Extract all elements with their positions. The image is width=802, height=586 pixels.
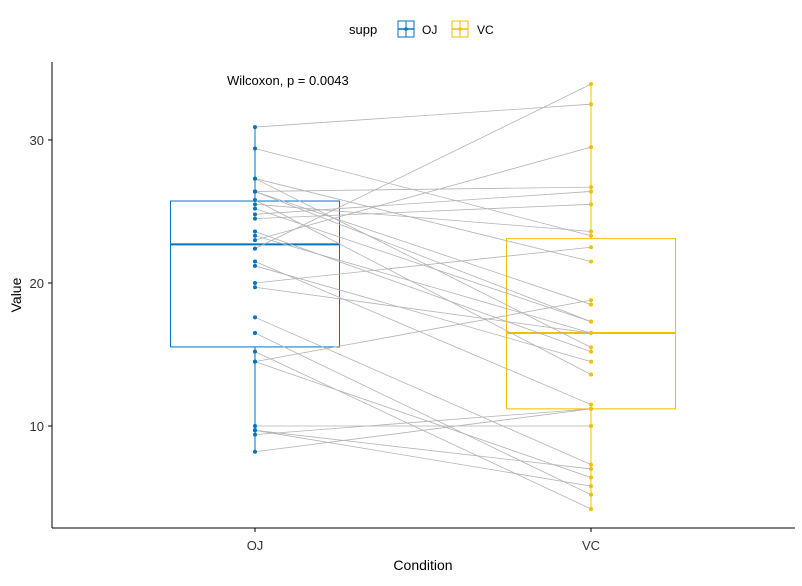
x-axis-label: Condition (393, 557, 452, 573)
point-oj (253, 189, 257, 194)
pair-line (254, 191, 592, 322)
point-vc (589, 302, 593, 307)
y-tick-label: 30 (30, 133, 44, 148)
point-vc (589, 402, 593, 407)
pair-line (254, 231, 592, 353)
y-tick-label: 10 (30, 419, 44, 434)
pair-line (254, 103, 592, 128)
pair-line (254, 316, 592, 466)
point-vc (589, 424, 593, 429)
point-oj (253, 216, 257, 221)
point-vc (589, 185, 593, 190)
pair-line (254, 178, 592, 262)
point-vc (589, 484, 593, 489)
point-vc (589, 233, 593, 238)
point-vc (589, 145, 593, 150)
point-oj (253, 229, 257, 234)
point-vc (589, 475, 593, 480)
point-oj (253, 238, 257, 243)
y-axis-label: Value (8, 277, 24, 312)
point-oj (253, 206, 257, 211)
pair-line (254, 261, 592, 405)
box-vc (506, 238, 676, 410)
point-oj (253, 349, 257, 354)
point-oj (253, 428, 257, 433)
point-oj (253, 233, 257, 238)
point-vc (589, 102, 593, 107)
pair-line (254, 361, 592, 478)
point-vc (589, 466, 593, 471)
pair-line (254, 429, 592, 487)
point-oj (253, 449, 257, 454)
point-oj (253, 146, 257, 151)
pair-line (254, 83, 592, 250)
point-vc (589, 298, 593, 303)
point-oj (253, 359, 257, 364)
point-vc (589, 462, 593, 467)
point-vc (589, 229, 593, 234)
legend-key-vc (451, 20, 469, 38)
point-vc (589, 331, 593, 336)
box-oj (170, 200, 340, 348)
pair-line (254, 186, 592, 192)
point-vc (589, 245, 593, 250)
pair-line (254, 203, 592, 220)
pair-line (254, 178, 592, 348)
point-vc (589, 506, 593, 511)
point-vc (589, 319, 593, 324)
pair-line (254, 208, 592, 322)
point-oj (253, 212, 257, 217)
pair-line (254, 332, 592, 496)
point-vc (589, 202, 593, 207)
point-vc (589, 345, 593, 350)
point-oj (253, 176, 257, 181)
annotation-wilcoxon: Wilcoxon, p = 0.0043 (227, 73, 349, 88)
point-vc (589, 259, 593, 264)
point-oj (253, 259, 257, 264)
point-oj (253, 125, 257, 130)
pair-line (254, 286, 592, 334)
point-oj (253, 280, 257, 285)
point-oj (253, 331, 257, 336)
pair-line (254, 408, 592, 435)
point-vc (589, 349, 593, 354)
point-vc (589, 82, 593, 87)
legend-key-oj (397, 20, 415, 38)
point-vc (589, 406, 593, 411)
pair-line (254, 203, 592, 232)
pair-line (254, 235, 592, 334)
point-oj (253, 246, 257, 251)
pair-line (254, 429, 592, 470)
point-oj (253, 202, 257, 207)
point-oj (253, 285, 257, 290)
x-tick-label-oj: OJ (247, 538, 264, 553)
point-oj (253, 315, 257, 320)
legend-label-vc: VC (477, 23, 494, 37)
pair-line (254, 408, 592, 453)
pair-line (254, 191, 592, 215)
pair-line (254, 265, 592, 363)
x-tick-label-vc: VC (582, 538, 600, 553)
point-oj (253, 432, 257, 437)
point-oj (253, 263, 257, 268)
pair-line (254, 299, 592, 363)
point-oj (253, 424, 257, 429)
y-tick-label: 20 (30, 276, 44, 291)
point-oj (253, 198, 257, 203)
point-vc (589, 189, 593, 194)
legend: supp OJ VC (349, 20, 494, 38)
point-vc (589, 359, 593, 364)
point-vc (589, 492, 593, 497)
legend-title: supp (349, 22, 377, 37)
pair-line (254, 148, 592, 237)
legend-label-oj: OJ (422, 23, 437, 37)
pair-line (254, 146, 592, 241)
point-vc (589, 372, 593, 377)
